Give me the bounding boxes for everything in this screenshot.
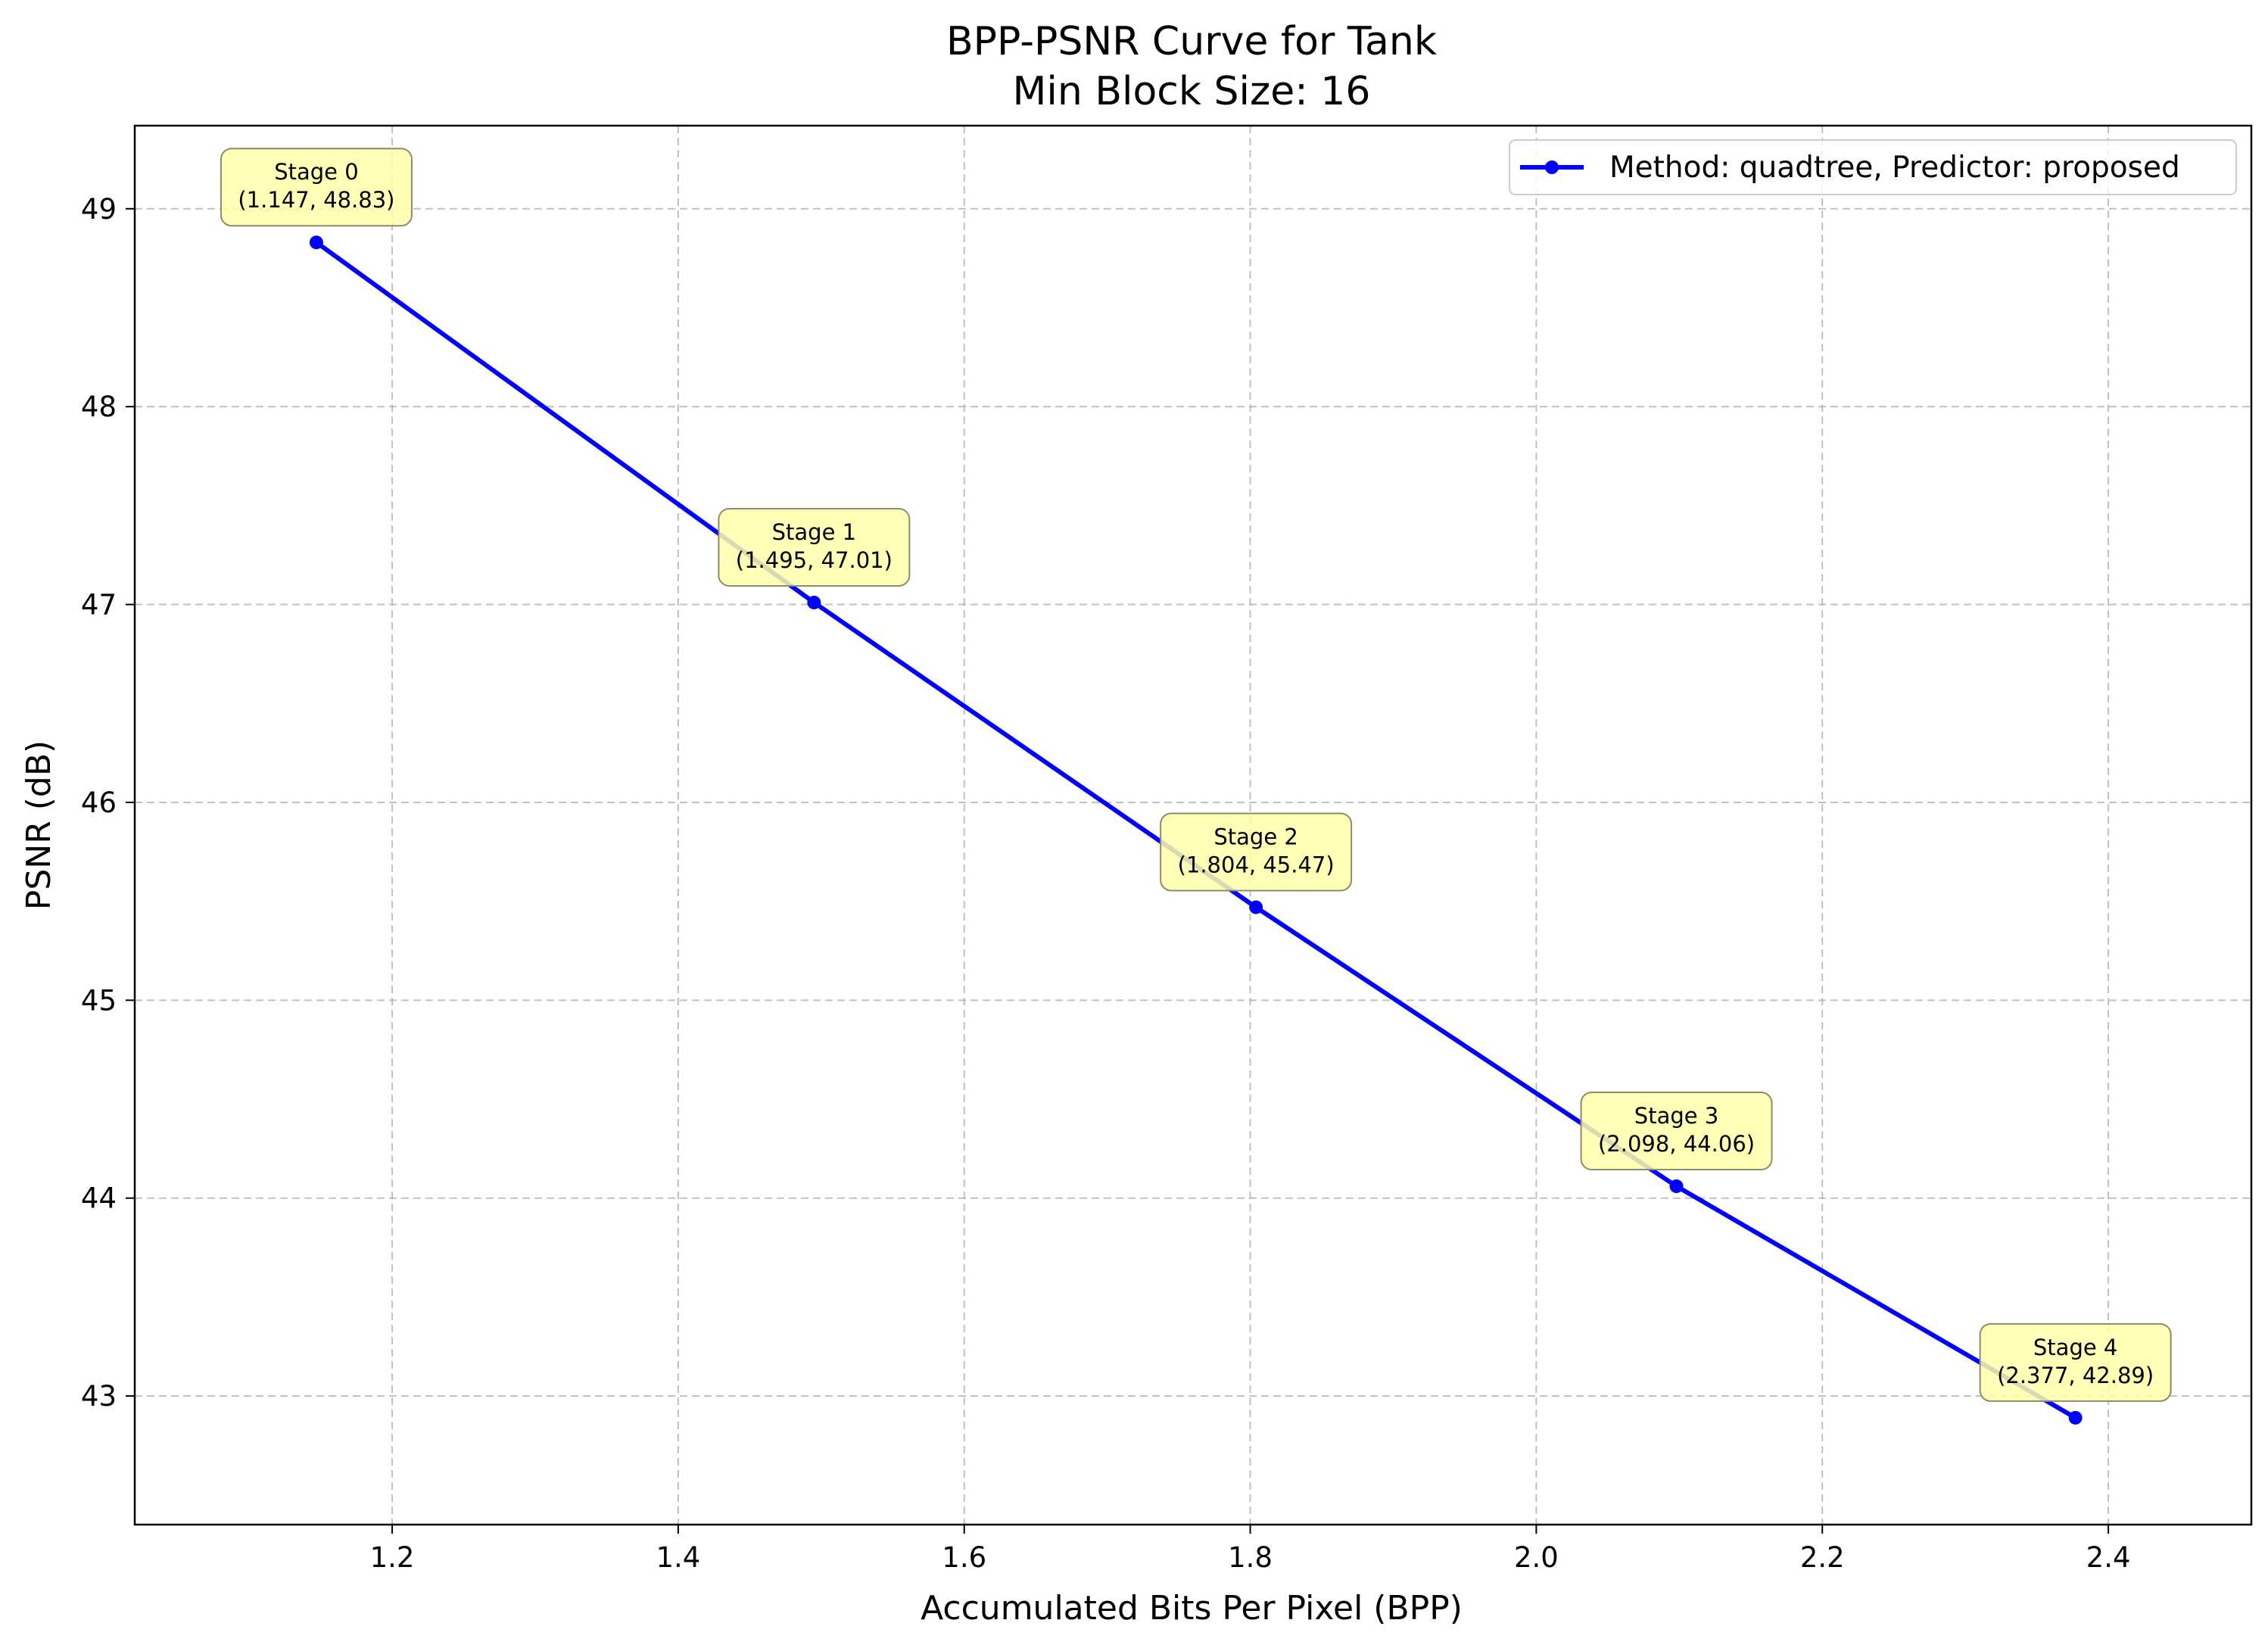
- annotation-coords-label: (1.804, 45.47): [1178, 852, 1335, 877]
- grid-layer: [135, 126, 2251, 1525]
- annotation-coords-label: (2.377, 42.89): [1997, 1363, 2154, 1388]
- annotation-stage-label: Stage 4: [2033, 1335, 2117, 1360]
- stage-annotation: Stage 1(1.495, 47.01): [718, 507, 911, 587]
- tick-layer: 1.2 1.4 1.6 1.8 2.0 2.2 2.4 43 44 45 46 47 48 49: [81, 193, 2131, 1574]
- y-tick-label: 47: [81, 589, 117, 622]
- y-tick-label: 43: [81, 1380, 117, 1413]
- annotation-coords-label: (1.147, 48.83): [238, 187, 394, 213]
- annotation-stage-label: Stage 3: [1634, 1103, 1718, 1129]
- data-point: [2068, 1410, 2083, 1425]
- y-tick-label: 45: [81, 984, 117, 1017]
- stage-annotation: Stage 3(2.098, 44.06): [1580, 1092, 1773, 1171]
- annotation-layer: Stage 0(1.147, 48.83) Stage 1(1.495, 47.0…: [220, 148, 2172, 1402]
- x-tick-label: 1.2: [370, 1541, 415, 1574]
- x-tick-label: 2.2: [1800, 1541, 1845, 1574]
- data-point: [309, 235, 323, 250]
- annotation-box: [220, 148, 413, 227]
- annotation-stage-label: Stage 2: [1213, 824, 1298, 849]
- annotation-coords-label: (2.098, 44.06): [1598, 1131, 1755, 1157]
- stage-annotation: Stage 2 (1.804, 45.47): [1160, 812, 1353, 892]
- annotation-box: [1580, 1092, 1773, 1171]
- y-tick-label: 46: [81, 787, 117, 819]
- data-point: [1669, 1179, 1684, 1194]
- x-tick-label: 1.6: [942, 1541, 986, 1574]
- data-point: [807, 595, 821, 609]
- y-tick-label: 49: [81, 193, 117, 226]
- legend: Method: quadtree, Predictor: proposed: [1509, 139, 2237, 195]
- x-tick-label: 1.4: [656, 1541, 700, 1574]
- plot-frame: [133, 124, 2253, 1526]
- x-axis-label: Accumulated Bits Per Pixel (BPP): [921, 1589, 1463, 1628]
- data-point: [1249, 900, 1263, 914]
- annotation-coords-label: (1.495, 47.01): [736, 547, 893, 573]
- chart-title: BPP-PSNR Curve for Tank: [946, 19, 1437, 64]
- annotation-stage-label: Stage 1: [772, 519, 856, 545]
- annotation-stage-label: Stage 0: [274, 159, 358, 185]
- y-axis-label: PSNR (dB): [20, 740, 58, 910]
- legend-marker-swatch: [1545, 160, 1559, 174]
- series-layer: [309, 235, 2083, 1425]
- annotation-box: [718, 507, 911, 587]
- annotation-box: [1160, 812, 1353, 892]
- x-tick-label: 2.0: [1514, 1541, 1559, 1574]
- legend-box: [1509, 139, 2237, 195]
- stage-annotation: Stage 0(1.147, 48.83): [220, 148, 413, 227]
- stage-annotation: Stage 4 (2.377, 42.89): [1979, 1322, 2172, 1402]
- x-tick-label: 2.4: [2086, 1541, 2131, 1574]
- y-tick-label: 48: [81, 391, 117, 423]
- chart-subtitle: Min Block Size: 16: [1013, 69, 1371, 114]
- x-tick-label: 1.8: [1228, 1541, 1273, 1574]
- legend-label: Method: quadtree, Predictor: proposed: [1609, 151, 2180, 185]
- annotation-box: [1979, 1322, 2172, 1402]
- y-tick-label: 44: [81, 1182, 117, 1215]
